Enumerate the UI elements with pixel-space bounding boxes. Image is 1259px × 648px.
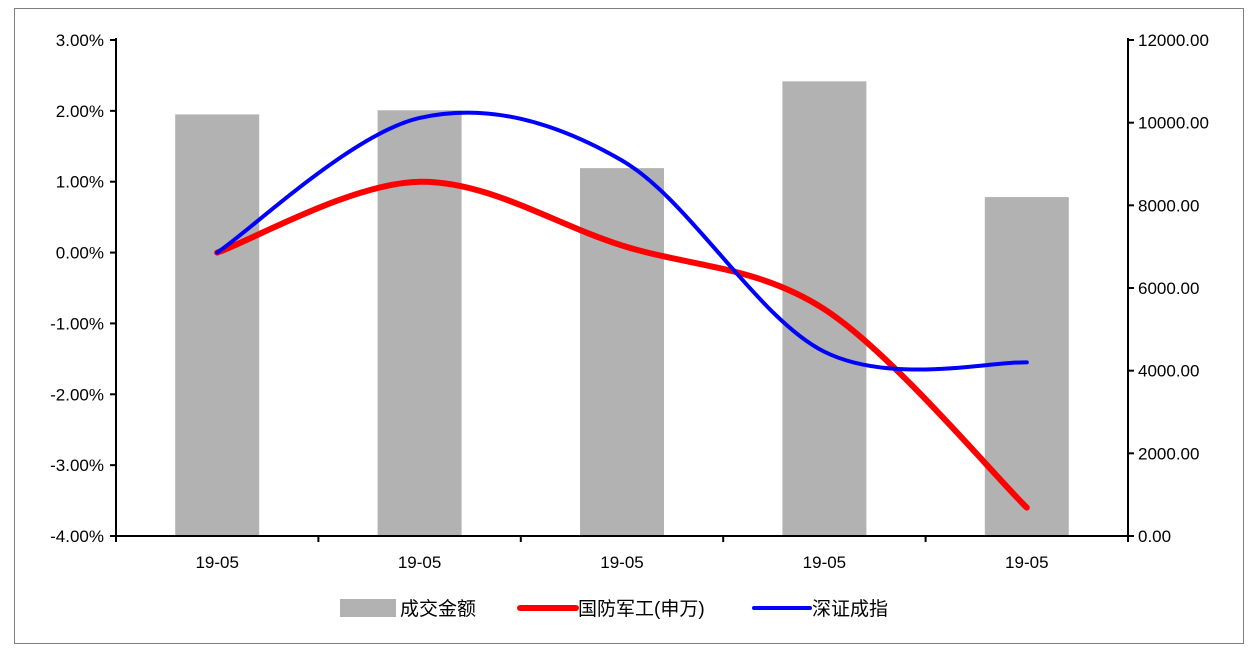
- y-right-tick-label: 2000.00: [1138, 444, 1199, 463]
- bar-3: [580, 168, 664, 536]
- y-left-tick-label: 0.00%: [56, 244, 104, 263]
- y-left-tick-label: -4.00%: [50, 527, 104, 546]
- y-left-tick-label: 1.00%: [56, 173, 104, 192]
- bar-5: [984, 197, 1069, 537]
- legend-label: 成交金额: [400, 598, 476, 620]
- x-tick-label: 19-05: [195, 553, 238, 572]
- y-left-tick-label: -2.00%: [50, 385, 104, 404]
- y-left-tick-label: 2.00%: [56, 102, 104, 121]
- lines-layer: [214, 110, 1030, 511]
- y-right-tick-label: 6000.00: [1138, 279, 1199, 298]
- x-tick-label: 19-05: [600, 553, 643, 572]
- x-tick-label: 19-05: [398, 553, 441, 572]
- axes-layer: [110, 38, 1134, 542]
- y-left-tick-label: -1.00%: [50, 314, 104, 333]
- bars-layer: [175, 81, 1069, 537]
- y-left-tick-label: -3.00%: [50, 456, 104, 475]
- y-right-tick-label: 0.00: [1138, 527, 1171, 546]
- y-right-tick-label: 8000.00: [1138, 196, 1199, 215]
- y-right-tick-label: 12000.00: [1138, 31, 1209, 50]
- bar-2: [377, 110, 462, 537]
- tick-labels-layer: 3.00% 2.00% 1.00% 0.00% -1.00% -2.00% -3.00% -4…: [50, 31, 1209, 572]
- x-tick-label: 19-05: [803, 553, 846, 572]
- legend: 成交金额 国防军工(申万) 深证成指: [340, 598, 888, 620]
- series-line-shenzheng: [215, 110, 1029, 372]
- legend-label: 国防军工(申万): [578, 598, 705, 620]
- legend-label: 深证成指: [812, 598, 888, 620]
- series-line-guofang: [214, 178, 1030, 511]
- bar-1: [175, 114, 260, 537]
- legend-swatch-bar: [340, 599, 396, 617]
- x-tick-label: 19-05: [1005, 553, 1048, 572]
- y-left-tick-label: 3.00%: [56, 31, 104, 50]
- y-right-tick-label: 10000.00: [1138, 114, 1209, 133]
- y-right-tick-label: 4000.00: [1138, 362, 1199, 381]
